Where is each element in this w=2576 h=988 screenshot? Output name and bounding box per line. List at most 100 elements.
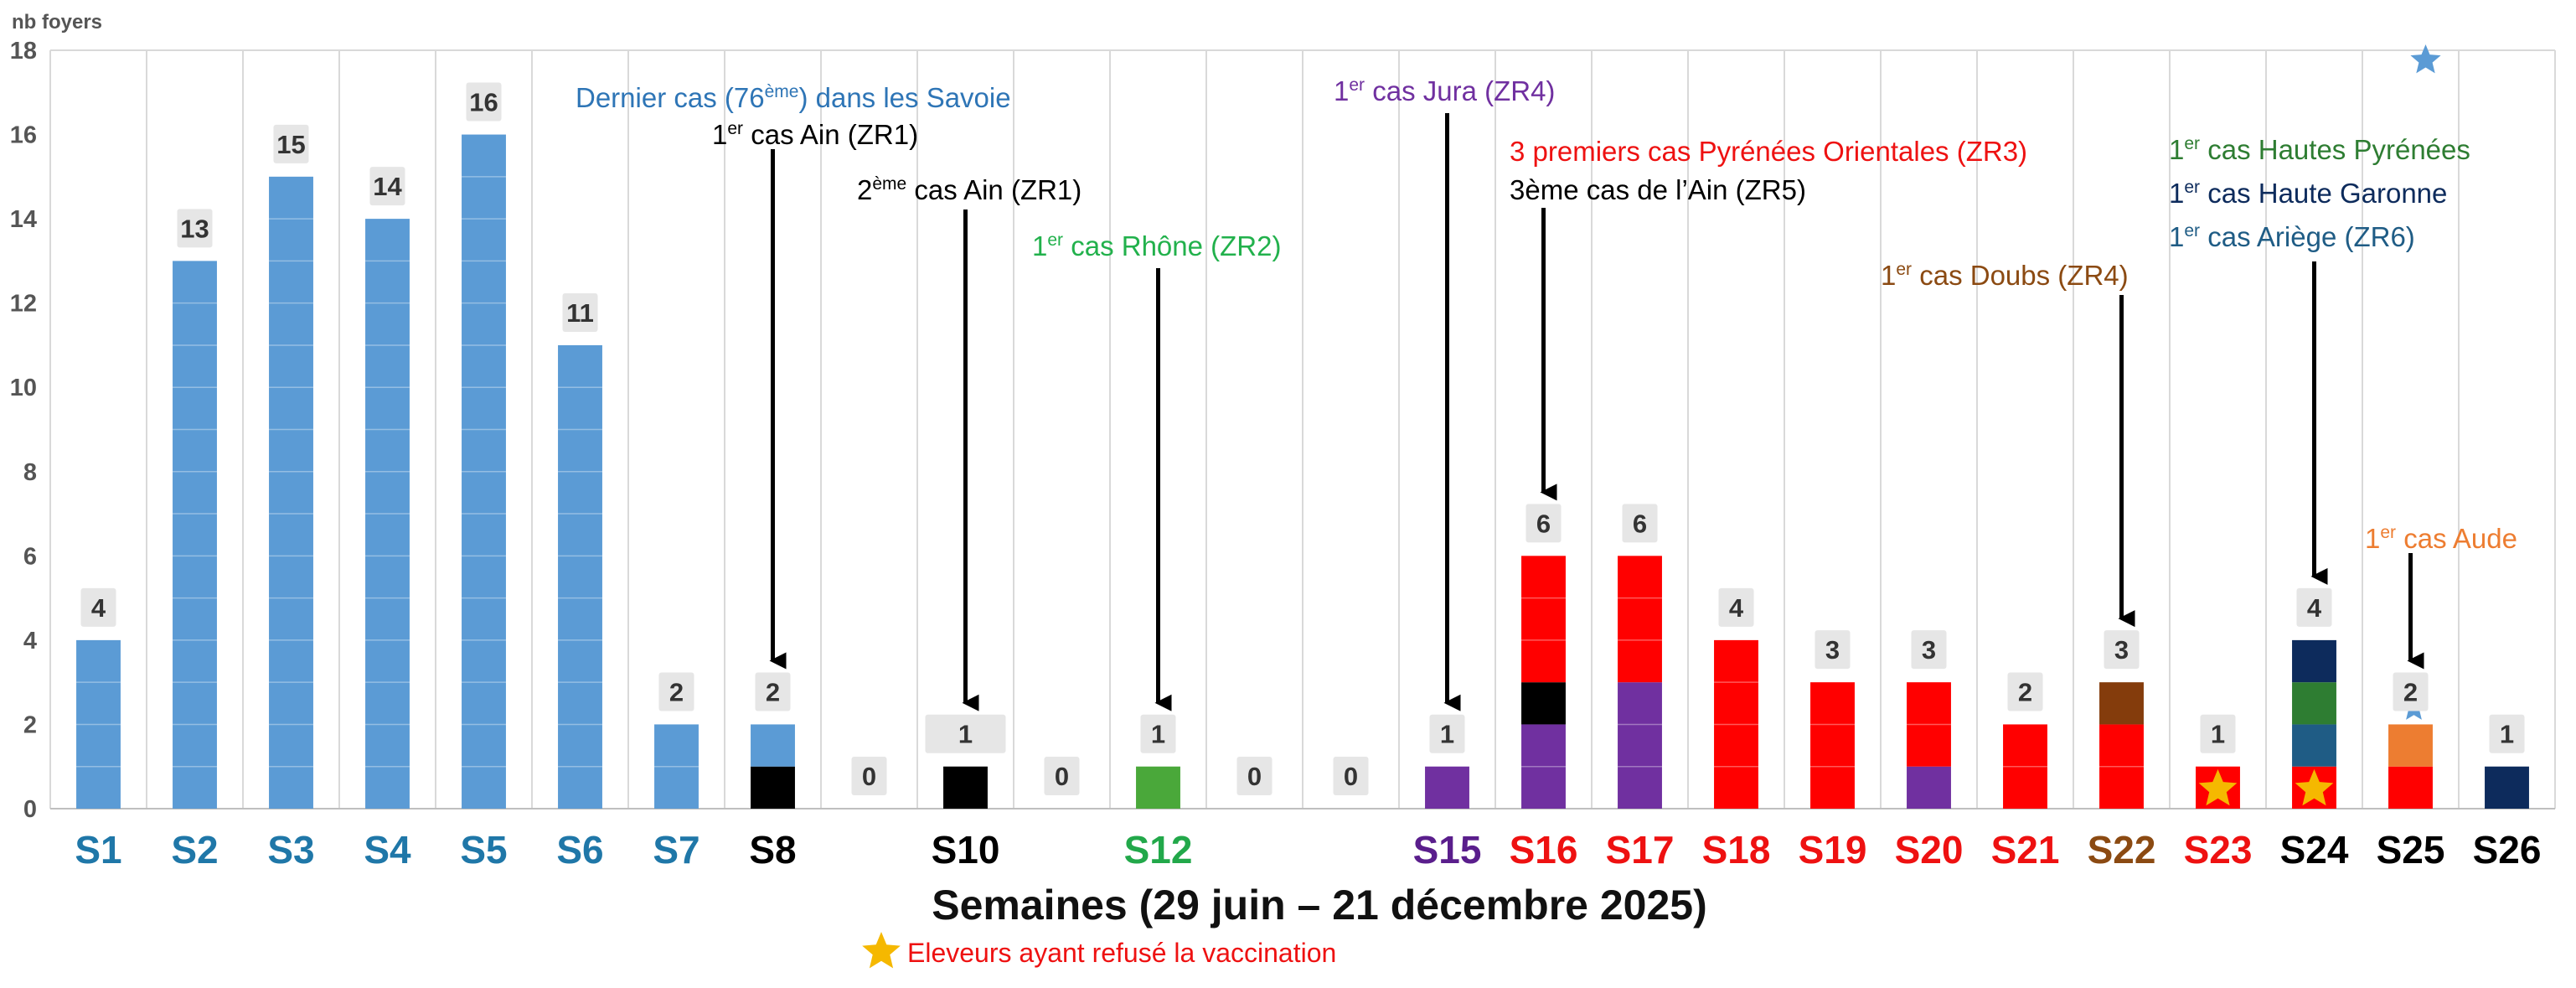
bar-segment (269, 176, 313, 810)
bar-segment (1521, 724, 1566, 809)
x-tick-label: S5 (460, 828, 507, 872)
y-tick-label: 6 (23, 543, 37, 570)
blue-star-marker (2410, 44, 2441, 74)
annotation-text: 1er cas Doubs (ZR4) (1881, 260, 2129, 291)
value-label: 0 (1344, 762, 1358, 791)
annotation-text: 3 premiers cas Pyrénées Orientales (ZR3) (1510, 136, 2027, 167)
value-label: 4 (2307, 593, 2322, 623)
annotations: Dernier cas (76ème) dans les Savoie 1er c… (576, 75, 2517, 711)
x-tick-label: S7 (653, 828, 699, 872)
x-tick-label: S21 (1991, 828, 2060, 872)
annotation-text: Dernier cas (76ème) dans les Savoie (576, 82, 1011, 113)
x-tick-label: S17 (1606, 828, 1675, 872)
value-label-box (1044, 757, 1080, 795)
legend-star-icon (862, 932, 901, 969)
refused-vaccination-star (2295, 768, 2334, 806)
value-label: 3 (2114, 635, 2129, 665)
value-label: 2 (669, 677, 684, 706)
value-label: 4 (91, 593, 106, 623)
bar-segment (2292, 682, 2336, 725)
bar-segment (462, 134, 506, 810)
y-tick-label: 4 (23, 628, 37, 654)
bar-segment (2485, 766, 2529, 809)
value-label: 6 (1536, 509, 1551, 538)
bar-segment (2292, 639, 2336, 683)
bar-segment (751, 724, 795, 767)
value-label-box (80, 587, 116, 627)
y-tick-label: 12 (10, 291, 37, 318)
value-label-box (1140, 714, 1176, 753)
y-tick-label: 18 (10, 38, 37, 65)
annotation-text: 1er cas Jura (ZR4) (1334, 75, 1555, 106)
value-label-box (466, 82, 502, 122)
y-tick-label: 14 (10, 206, 37, 233)
value-label-box (1815, 630, 1851, 670)
bars (76, 44, 2529, 810)
bar-segment (943, 766, 988, 809)
value-label-box (369, 167, 405, 206)
x-tick-label: S15 (1413, 828, 1482, 872)
annotation-text: 1er cas Hautes Pyrénées (2169, 134, 2470, 165)
value-label-box (925, 714, 1006, 753)
bar-segment (2099, 724, 2144, 809)
value-label: 0 (862, 762, 876, 791)
value-label-box (2200, 714, 2236, 753)
value-label-box (2393, 672, 2429, 711)
x-tick-label: S16 (1510, 828, 1578, 872)
y-tick-label: 8 (23, 459, 37, 486)
value-label-box (1525, 504, 1562, 543)
bar-segment (365, 219, 410, 810)
x-tick-label: S20 (1895, 828, 1964, 872)
value-label: 3 (1825, 635, 1840, 665)
value-label-box (2296, 587, 2332, 627)
value-label-box (1718, 587, 1754, 627)
value-label: 1 (1151, 720, 1165, 749)
bar-segment (2292, 724, 2336, 767)
value-label-box (273, 124, 309, 163)
value-label: 11 (566, 298, 594, 328)
annotation-text: 1er cas Haute Garonne (2169, 178, 2447, 209)
value-label: 2 (766, 677, 780, 706)
value-label: 3 (1922, 635, 1936, 665)
x-tick-label: S23 (2184, 828, 2253, 872)
bar-segment (1425, 766, 1469, 809)
value-label-box (851, 757, 887, 795)
x-tick-label: S22 (2088, 828, 2156, 872)
bar-segment (2388, 766, 2433, 809)
bar-segment (2003, 724, 2047, 809)
value-label: 1 (1440, 720, 1454, 749)
y-axis-ticks: 0 2 4 6 8 10 12 14 16 18 (10, 38, 37, 823)
value-label-box (658, 672, 694, 711)
x-tick-label: S4 (364, 828, 411, 872)
value-label: 1 (958, 720, 973, 749)
x-axis-ticks: S1 S2 S3 S4 S5 S6 S7 S8 S10 S12 S15 S16 S17 S18 S19 S20… (75, 828, 2541, 872)
value-label-box (1236, 757, 1273, 795)
annotation-text: 1er cas Aude (2365, 523, 2517, 554)
annotation-text: 1er cas Rhône (ZR2) (1032, 230, 1281, 261)
x-tick-label: S12 (1124, 828, 1193, 872)
value-label: 16 (469, 88, 498, 117)
value-label-box (1333, 757, 1369, 795)
bar-segment (173, 261, 217, 809)
value-label-box (1622, 504, 1658, 543)
x-tick-label: S19 (1799, 828, 1867, 872)
value-label-box (1911, 630, 1947, 670)
x-tick-label: S18 (1702, 828, 1771, 872)
bar-segment (2388, 724, 2433, 767)
x-tick-label: S24 (2280, 828, 2349, 872)
bar-segment (654, 724, 699, 809)
x-tick-label: S26 (2473, 828, 2542, 872)
value-label: 1 (2500, 720, 2514, 749)
value-label-box (755, 672, 791, 711)
y-tick-label: 0 (23, 796, 37, 823)
annotation-text: 1er cas Ain (ZR1) (712, 119, 918, 150)
annotation-text: 2ème cas Ain (ZR1) (857, 174, 1082, 205)
legend-label: Eleveurs ayant refusé la vaccination (907, 938, 1336, 968)
x-tick-label: S3 (267, 828, 314, 872)
value-label: 2 (2403, 677, 2418, 706)
value-label-box (2489, 714, 2525, 753)
bar-segment (558, 344, 602, 809)
value-label-box (2007, 672, 2043, 711)
bar-segment (2099, 682, 2144, 725)
